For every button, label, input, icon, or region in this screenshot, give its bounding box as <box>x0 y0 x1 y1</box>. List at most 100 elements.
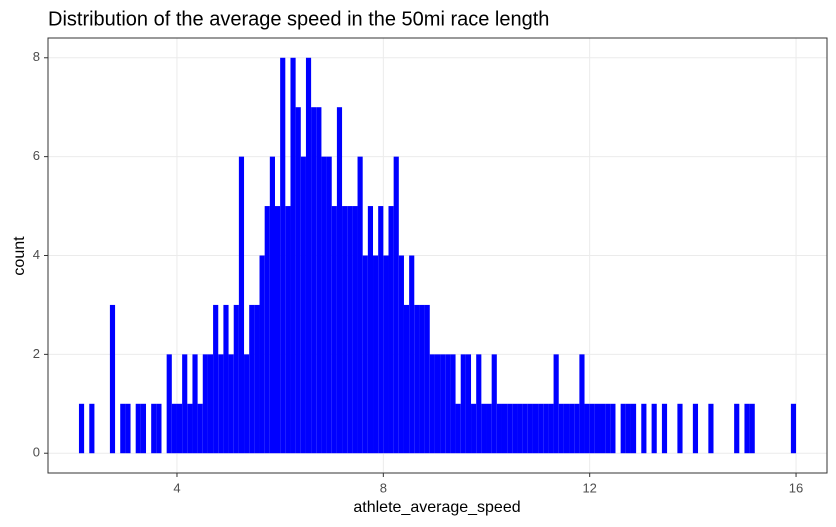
bar <box>501 403 508 454</box>
bar <box>527 403 533 454</box>
bar <box>342 206 348 454</box>
bar <box>187 403 193 454</box>
bar <box>300 156 306 454</box>
bar <box>228 354 234 454</box>
bar <box>491 354 497 454</box>
panel-border <box>47 37 828 474</box>
bar <box>574 403 580 454</box>
bar <box>336 107 343 454</box>
bar <box>496 403 502 454</box>
bar <box>532 403 539 454</box>
bar <box>285 206 291 454</box>
x-tick-label: 12 <box>582 480 596 495</box>
bar <box>290 57 296 454</box>
bar <box>109 304 116 454</box>
bar <box>331 206 337 454</box>
bar <box>171 403 177 454</box>
bar <box>589 403 595 454</box>
bar <box>398 255 404 454</box>
bar <box>176 403 183 454</box>
bar <box>120 403 126 454</box>
bar <box>579 354 585 454</box>
bar <box>708 403 714 454</box>
bar <box>388 206 394 454</box>
x-tick-label: 4 <box>173 480 180 495</box>
bar <box>600 403 606 454</box>
bar <box>538 403 544 454</box>
bar <box>455 403 461 454</box>
bar <box>512 403 518 454</box>
y-tick-label: 0 <box>33 445 40 460</box>
bar <box>440 354 446 454</box>
bar <box>295 107 301 454</box>
bar <box>182 354 188 454</box>
bar <box>790 403 797 454</box>
bar <box>692 403 699 454</box>
bar <box>476 354 482 454</box>
bar <box>218 354 224 454</box>
bar <box>305 57 312 454</box>
bar <box>135 403 141 454</box>
bar <box>166 354 172 454</box>
bar <box>630 403 637 454</box>
bar <box>517 403 523 454</box>
bar <box>192 354 198 454</box>
bar <box>269 156 275 454</box>
bar <box>651 403 657 454</box>
bar <box>316 107 322 454</box>
bar <box>465 354 472 454</box>
bar <box>414 304 420 454</box>
bar <box>280 57 286 454</box>
x-axis-label: athlete_average_speed <box>353 499 520 516</box>
bar <box>238 156 245 454</box>
y-axis-label: count <box>11 236 28 276</box>
bar <box>548 403 554 454</box>
bar <box>734 403 740 454</box>
bar <box>553 354 559 454</box>
bar <box>486 403 492 454</box>
bar <box>213 304 219 454</box>
y-tick-label: 4 <box>33 247 40 262</box>
bar <box>197 403 203 454</box>
bar <box>393 156 399 454</box>
bar <box>558 403 564 454</box>
bar <box>661 403 668 454</box>
bar <box>403 304 410 454</box>
bar <box>311 107 317 454</box>
bar <box>749 403 755 454</box>
bar <box>584 403 590 454</box>
bar <box>254 304 260 454</box>
bar <box>594 403 601 454</box>
bar <box>125 403 131 454</box>
bar <box>78 403 85 454</box>
y-tick-label: 6 <box>33 148 40 163</box>
bar <box>445 354 451 454</box>
bar <box>140 403 147 454</box>
bar <box>244 354 250 454</box>
bar <box>409 255 415 454</box>
bar <box>347 206 353 454</box>
bar <box>507 403 513 454</box>
bar <box>522 403 528 454</box>
bar <box>605 403 611 454</box>
bar <box>460 354 466 454</box>
bar <box>641 403 647 454</box>
bar <box>419 304 425 454</box>
bar <box>429 354 435 454</box>
bar <box>481 403 487 454</box>
bar <box>563 403 570 454</box>
bar <box>264 206 270 454</box>
bar <box>223 304 229 454</box>
x-tick-label: 16 <box>789 480 803 495</box>
bar <box>610 403 616 454</box>
bar <box>357 156 363 454</box>
bar <box>274 206 281 454</box>
bar <box>569 403 575 454</box>
bar <box>207 354 214 454</box>
chart-title: Distribution of the average speed in the… <box>48 8 549 30</box>
bar <box>249 304 255 454</box>
bar <box>151 403 157 454</box>
bar <box>424 304 430 454</box>
bar <box>471 403 477 454</box>
